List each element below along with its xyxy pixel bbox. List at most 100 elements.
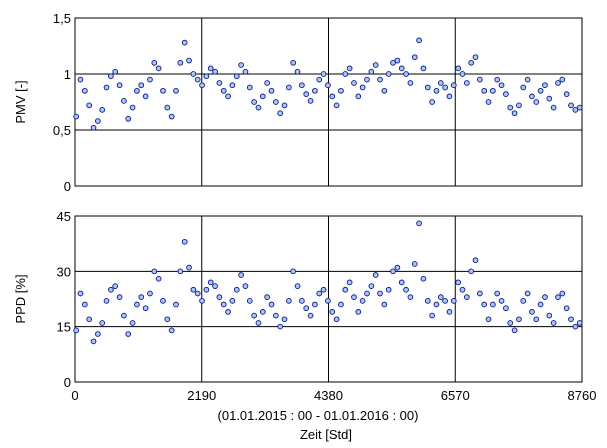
pmv-data-point <box>325 82 331 89</box>
pmv-data-point <box>207 65 214 72</box>
ppd-data-point <box>229 297 236 304</box>
pmv-data-point <box>186 57 192 64</box>
ppd-data-point <box>472 257 479 264</box>
ppd-data-point <box>455 279 461 286</box>
ppd-data-point <box>77 290 84 297</box>
ppd-data-point <box>320 286 327 293</box>
ppd-ytick-label: 30 <box>57 264 71 279</box>
ppd-data-point <box>81 301 88 308</box>
pmv-data-point <box>390 59 396 66</box>
pmv-data-point <box>81 87 88 94</box>
pmv-data-point <box>520 84 527 91</box>
pmv-data-point <box>294 68 301 75</box>
pmv-data-point <box>398 65 405 72</box>
ppd-data-point <box>225 309 231 315</box>
ppd-data-point <box>242 283 249 289</box>
pmv-data-point <box>199 82 205 89</box>
pmv-data-point <box>346 65 353 72</box>
pmv-data-point <box>338 87 344 94</box>
ppd-data-point <box>207 279 214 286</box>
pmv-data-point <box>463 80 470 86</box>
pmv-data-point <box>359 84 366 91</box>
pmv-data-point <box>572 106 579 113</box>
ppd-data-point <box>177 268 184 275</box>
ppd-data-point <box>576 320 583 326</box>
ppd-data-point <box>86 316 93 323</box>
pmv-grid <box>75 18 582 186</box>
ppd-data-point <box>485 316 492 323</box>
ppd-data-point <box>537 301 544 308</box>
pmv-data-point <box>73 113 80 120</box>
pmv-data-point <box>446 93 453 100</box>
pmv-data-point <box>411 54 418 61</box>
pmv-data-point <box>533 99 540 105</box>
ppd-data-point <box>563 305 570 312</box>
ppd-data-point <box>73 327 80 334</box>
ppd-data-point <box>303 305 310 312</box>
ppd-data-point <box>377 290 383 297</box>
ppd-data-point <box>160 297 166 304</box>
pmv-data-point <box>407 80 414 86</box>
ppd-data-point <box>476 290 483 297</box>
pmv-data-point <box>320 71 327 77</box>
pmv-data-point <box>485 99 492 105</box>
pmv-data-point <box>472 54 479 61</box>
ppd-data-point <box>459 286 466 293</box>
ppd-data-point <box>529 309 535 315</box>
ppd-axis-label: PPD [%] <box>13 274 28 323</box>
ppd-data-point <box>424 297 431 304</box>
ppd-panel: 0 15 30 45 0 2190 4380 6570 8760 PPD [%] <box>13 209 596 403</box>
pmv-data-point <box>372 62 379 68</box>
pmv-axis-label: PMV [-] <box>13 80 28 123</box>
pmv-data-point <box>281 102 288 109</box>
ppd-data-point <box>520 297 527 304</box>
pmv-data-point <box>272 99 279 105</box>
pmv-data-point <box>190 71 197 77</box>
ppd-data-point <box>385 286 392 293</box>
ppd-data-point <box>437 294 444 301</box>
ppd-data-point <box>168 327 175 334</box>
pmv-data-point <box>251 99 257 105</box>
ppd-data-point <box>572 323 579 330</box>
x-tick-label: 2190 <box>187 388 216 403</box>
pmv-data-point <box>86 102 93 109</box>
pmv-data-point <box>403 71 409 77</box>
ppd-data-point <box>142 305 149 312</box>
ppd-data-point <box>173 301 179 308</box>
ppd-data-point <box>112 283 119 289</box>
ppd-data-point <box>255 320 262 326</box>
ppd-data-point <box>407 294 414 301</box>
ppd-data-point <box>186 264 192 271</box>
ppd-data-point <box>338 301 344 308</box>
ppd-data-point <box>259 309 266 315</box>
pmv-data-point <box>494 76 501 83</box>
pmv-data-point <box>377 76 383 83</box>
ppd-data-point <box>90 338 97 345</box>
ppd-data-point <box>463 294 470 301</box>
ppd-data-point <box>181 238 188 245</box>
ppd-data-point <box>403 286 409 293</box>
ppd-data-point <box>108 286 114 293</box>
pmv-data-point <box>99 106 106 113</box>
ppd-ytick-label: 15 <box>57 320 71 335</box>
pmv-ytick-label: 1,5 <box>53 11 71 26</box>
pmv-data-point <box>476 76 483 83</box>
ppd-data-point <box>294 283 301 289</box>
pmv-data-point <box>468 59 475 66</box>
ppd-data-point <box>351 294 357 301</box>
pmv-panel: 0 0,5 1 1,5 PMV [-] <box>13 11 583 194</box>
pmv-data-point <box>355 93 362 100</box>
pmv-data-point <box>333 102 340 109</box>
ppd-data-point <box>268 301 275 308</box>
ppd-data-point <box>468 268 475 275</box>
ppd-data-point <box>368 283 375 289</box>
pmv-data-point <box>481 87 488 94</box>
ppd-data-point <box>277 323 284 330</box>
ppd-data-point <box>307 312 314 319</box>
pmv-data-point <box>381 87 388 94</box>
ppd-data-point <box>546 312 553 319</box>
ppd-data-point <box>281 316 288 323</box>
x-tick-label: 8760 <box>568 388 597 403</box>
pmv-data-point <box>450 82 457 89</box>
